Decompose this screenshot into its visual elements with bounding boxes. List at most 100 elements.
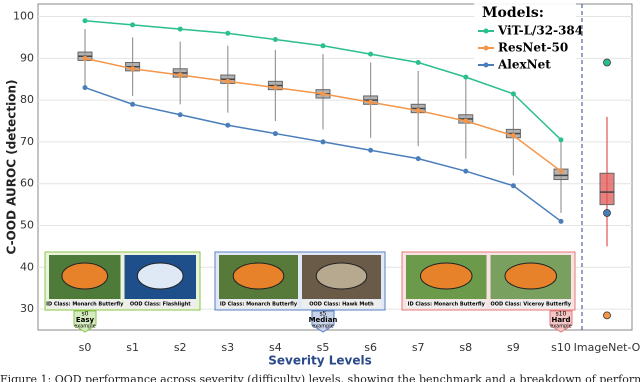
point [463, 118, 469, 124]
point [320, 91, 326, 97]
x-tick-label: s7 [412, 341, 425, 354]
legend-title: Models: [482, 5, 544, 21]
image-label: ID Class: Monarch Butterfly [46, 302, 124, 308]
point [463, 168, 469, 174]
x-tick-label: s5 [317, 341, 330, 354]
x-axis-label: Severity Levels [268, 354, 372, 368]
point [415, 60, 421, 66]
legend: Models: ViT-L/32-384 ResNet-50 AlexNet [474, 3, 583, 75]
legend-marker [483, 45, 489, 51]
y-tick-label: 90 [20, 51, 34, 64]
legend-box [474, 3, 576, 75]
label-strip [124, 300, 196, 308]
x-tick-label: s2 [174, 341, 187, 354]
point [177, 112, 183, 118]
x-tick-label: s10 [551, 341, 571, 354]
point [558, 218, 564, 224]
image-label: OOD Class: Hawk Moth [309, 302, 374, 308]
x-tick-label: s9 [507, 341, 520, 354]
label-strip [219, 300, 298, 308]
point [463, 74, 469, 80]
point [320, 43, 326, 49]
point [130, 22, 136, 28]
point [510, 133, 516, 139]
example-panel: ID Class: Monarch Butterfly OOD Class: Vi… [401, 251, 576, 311]
y-axis-label: C-OOD AUROC (detection) [5, 79, 19, 254]
example-panel: ID Class: Monarch Butterfly OOD Class: Ha… [214, 251, 386, 311]
point [130, 66, 136, 72]
point [225, 30, 231, 36]
image-subject [315, 262, 368, 290]
box [599, 172, 615, 206]
label-strip [490, 300, 571, 308]
example-panel: ID Class: Monarch Butterfly OOD Class: Fl… [44, 251, 201, 311]
image-label: ID Class: Monarch Butterfly [220, 302, 298, 308]
tag-shape [549, 310, 573, 333]
tag-example: example [550, 324, 572, 330]
x-tick-label: s6 [364, 341, 377, 354]
legend-marker [483, 62, 489, 68]
caption: Figure 1: OOD performance across severit… [0, 373, 640, 382]
point [368, 147, 374, 153]
tag-difficulty: Hard [551, 316, 570, 324]
point [510, 183, 516, 189]
label-strip [302, 300, 381, 308]
legend-marker [483, 28, 489, 34]
tag-example: example [312, 324, 334, 330]
point [130, 101, 136, 107]
point [177, 72, 183, 78]
tag-shape [73, 310, 97, 333]
x-tick-label: ImageNet-O [574, 341, 640, 354]
image-subject [419, 262, 473, 290]
point [368, 51, 374, 57]
point [510, 91, 516, 97]
point [82, 85, 88, 91]
x-tick-label: s0 [79, 341, 92, 354]
y-tick-label: 60 [20, 177, 34, 190]
y-tick-label: 30 [20, 302, 34, 315]
point [272, 131, 278, 137]
point [177, 26, 183, 32]
y-tick-label: 40 [20, 260, 34, 273]
image-label: ID Class: Monarch Butterfly [408, 302, 486, 308]
point [368, 99, 374, 105]
point [82, 18, 88, 24]
x-tick-label: s8 [459, 341, 472, 354]
label-strip [406, 300, 487, 308]
point [225, 78, 231, 84]
x-tick-label: s1 [126, 341, 139, 354]
tag-shape [311, 310, 335, 333]
image-subject [504, 262, 558, 290]
tag-difficulty: Easy [76, 316, 95, 324]
extra-point [603, 311, 611, 320]
y-tick-label: 70 [20, 135, 34, 148]
legend-label: ResNet-50 [498, 41, 568, 55]
tag-level: s0 [82, 311, 89, 318]
y-tick-label: 50 [20, 219, 34, 232]
image-label: OOD Class: Viceroy Butterfly [490, 302, 571, 308]
point [320, 139, 326, 145]
image-label: OOD Class: Flashlight [130, 302, 191, 308]
point [415, 108, 421, 114]
tag-level: s5 [320, 311, 327, 318]
legend-label: AlexNet [497, 58, 551, 72]
y-tick-label: 80 [20, 93, 34, 106]
point [272, 85, 278, 91]
label-strip [49, 300, 121, 308]
point [82, 55, 88, 61]
point [558, 168, 564, 174]
x-tick-label: s4 [269, 341, 282, 354]
tag-example: example [74, 324, 96, 330]
point [415, 156, 421, 162]
x-tick-label: s3 [221, 341, 234, 354]
image-subject [232, 262, 285, 290]
y-tick-label: 100 [13, 10, 34, 23]
extra-point [603, 209, 611, 217]
tag-difficulty: Median [309, 316, 338, 324]
tag-level: s10 [556, 311, 567, 318]
image-subject [61, 262, 109, 290]
point [272, 37, 278, 43]
